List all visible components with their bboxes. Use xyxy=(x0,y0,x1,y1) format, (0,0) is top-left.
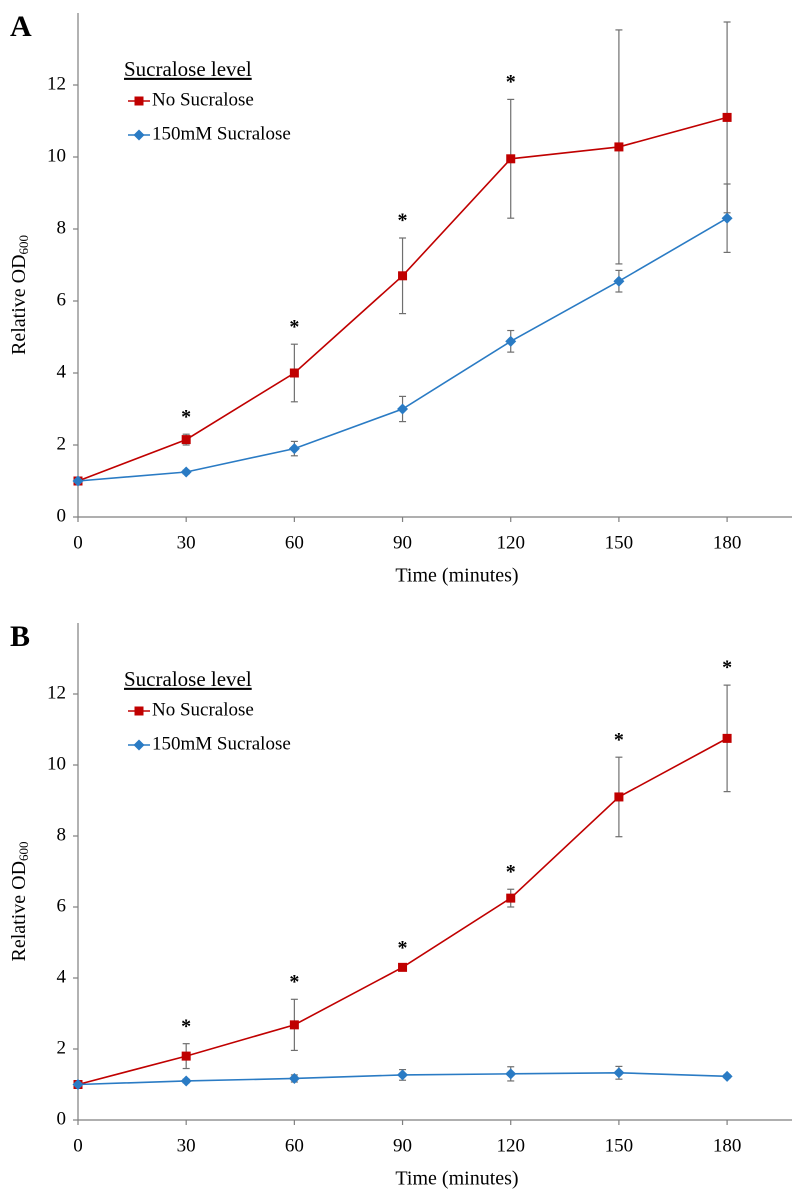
marker xyxy=(506,154,516,164)
x-tick-label: 180 xyxy=(713,1135,742,1156)
x-tick-label: 150 xyxy=(605,532,634,553)
legend-marker xyxy=(133,739,145,751)
marker xyxy=(721,1070,733,1082)
significance-marker: * xyxy=(398,210,408,232)
legend-title: Sucralose level xyxy=(124,667,252,691)
marker xyxy=(505,335,517,347)
legend-marker xyxy=(134,706,144,716)
x-axis-title: Time (minutes) xyxy=(395,1168,518,1190)
marker xyxy=(398,962,408,972)
legend-label: No Sucralose xyxy=(152,699,254,720)
y-tick-label: 8 xyxy=(57,824,67,845)
significance-marker: * xyxy=(289,971,299,993)
y-axis-title: Relative OD600 xyxy=(8,841,31,961)
x-tick-label: 30 xyxy=(177,1135,196,1156)
y-tick-label: 10 xyxy=(47,145,66,166)
legend-marker xyxy=(133,129,145,141)
x-tick-label: 180 xyxy=(713,532,742,553)
x-tick-label: 90 xyxy=(393,532,412,553)
x-tick-label: 120 xyxy=(496,532,525,553)
legend-label: 150mM Sucralose xyxy=(152,733,291,754)
y-axis-title: Relative OD600 xyxy=(8,235,31,355)
x-tick-label: 150 xyxy=(605,1135,634,1156)
marker xyxy=(397,403,409,415)
marker xyxy=(614,142,624,152)
marker xyxy=(72,475,84,487)
marker xyxy=(288,443,300,455)
legend-title: Sucralose level xyxy=(124,57,252,81)
marker xyxy=(722,733,732,743)
marker xyxy=(180,466,192,478)
significance-marker: * xyxy=(181,1015,191,1037)
x-tick-label: 0 xyxy=(73,532,83,553)
significance-marker: * xyxy=(289,316,299,338)
y-axis-title-sub: 600 xyxy=(16,841,31,861)
marker xyxy=(289,368,299,378)
marker xyxy=(181,1051,191,1061)
significance-marker: * xyxy=(506,71,516,93)
x-tick-label: 60 xyxy=(285,1135,304,1156)
marker xyxy=(72,1079,84,1090)
y-tick-label: 12 xyxy=(47,73,66,94)
y-tick-label: 12 xyxy=(47,682,66,703)
legend-label: 150mM Sucralose xyxy=(152,123,291,144)
y-tick-label: 8 xyxy=(57,217,67,238)
y-tick-label: 0 xyxy=(57,1108,67,1129)
y-tick-label: 4 xyxy=(57,361,67,382)
y-tick-label: 0 xyxy=(57,505,67,526)
significance-marker: * xyxy=(181,406,191,428)
y-axis-title-main: Relative OD xyxy=(8,861,30,962)
series-line xyxy=(77,737,728,1086)
x-tick-label: 0 xyxy=(73,1135,83,1156)
marker xyxy=(614,792,624,802)
y-tick-label: 10 xyxy=(47,753,66,774)
y-tick-label: 6 xyxy=(57,895,67,916)
y-axis-title-main: Relative OD xyxy=(8,254,30,355)
x-axis-title: Time (minutes) xyxy=(395,565,518,587)
y-tick-label: 4 xyxy=(57,966,67,987)
x-tick-label: 30 xyxy=(177,532,196,553)
marker xyxy=(398,271,408,281)
significance-marker: * xyxy=(398,937,408,959)
panel-label: B xyxy=(10,620,30,653)
marker xyxy=(288,1072,300,1084)
x-tick-label: 60 xyxy=(285,532,304,553)
marker xyxy=(722,112,732,122)
significance-marker: * xyxy=(722,657,732,679)
legend-label: No Sucralose xyxy=(152,89,254,110)
legend-marker xyxy=(134,96,144,106)
y-tick-label: 6 xyxy=(57,289,67,310)
y-tick-label: 2 xyxy=(57,1037,67,1058)
marker xyxy=(181,435,191,445)
panel-label: A xyxy=(10,10,32,43)
y-axis-title-sub: 600 xyxy=(16,235,31,255)
marker xyxy=(613,275,625,287)
marker xyxy=(289,1020,299,1030)
marker xyxy=(613,1067,625,1079)
marker xyxy=(505,1068,517,1080)
marker xyxy=(721,212,733,224)
marker xyxy=(397,1069,409,1081)
marker xyxy=(180,1075,192,1087)
x-tick-label: 90 xyxy=(393,1135,412,1156)
significance-marker: * xyxy=(506,861,516,883)
x-tick-label: 120 xyxy=(496,1135,525,1156)
y-tick-label: 2 xyxy=(57,433,67,454)
significance-marker: * xyxy=(614,729,624,751)
marker xyxy=(506,893,516,903)
